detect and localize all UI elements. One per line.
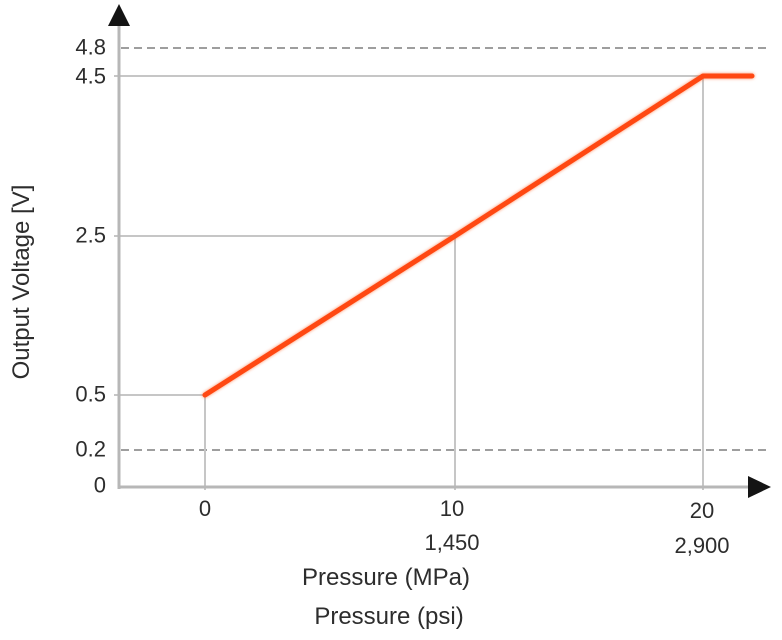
x-axis-arrow-icon — [748, 476, 771, 498]
x-axis-title-mpa: Pressure (MPa) — [301, 564, 471, 591]
x-tick-mpa-0: 0 — [198, 496, 212, 521]
x-tick-mpa-20: 20 — [689, 498, 715, 523]
x-tick-mpa-10: 10 — [439, 496, 465, 521]
output-voltage-series-line — [202, 73, 755, 398]
y-tick-0-2: 0.2 — [75, 436, 106, 462]
x-tick-psi-1450: 1,450 — [424, 530, 480, 555]
x-axis-title-psi: Pressure (psi) — [314, 603, 464, 630]
x-tick-psi-2900: 2,900 — [674, 533, 730, 558]
y-tick-0-5: 0.5 — [75, 381, 106, 407]
y-tick-4-8: 4.8 — [75, 34, 106, 60]
y-tick-2-5: 2.5 — [75, 222, 106, 248]
y-tick-4-5: 4.5 — [75, 63, 106, 89]
y-axis-title: Output Voltage [V] — [8, 184, 35, 380]
y-tick-0: 0 — [93, 472, 106, 498]
y-axis-arrow-icon — [108, 4, 130, 26]
